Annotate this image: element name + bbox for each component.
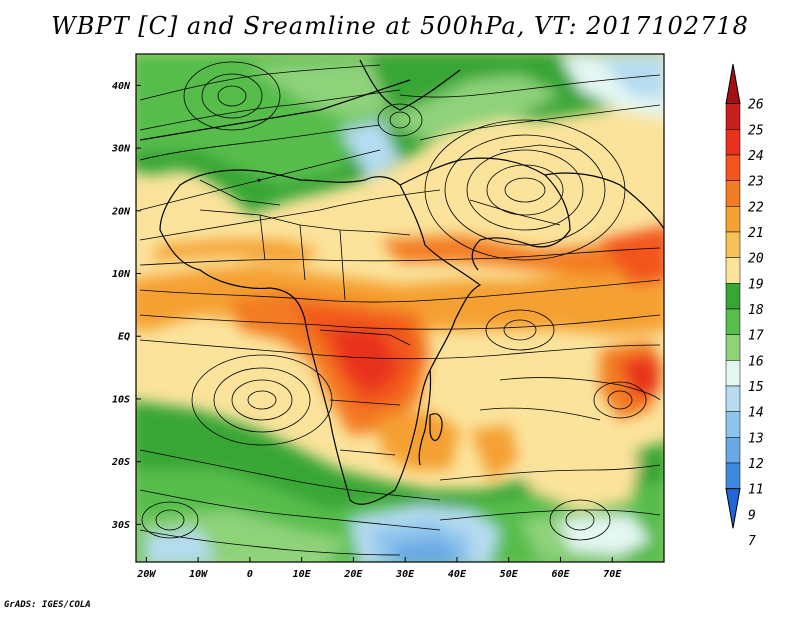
colorbar-label: 9 xyxy=(748,508,756,523)
borders xyxy=(199,144,581,456)
colorbar-label: 11 xyxy=(748,483,764,498)
colorbar-label: 15 xyxy=(748,380,764,395)
lon-tick-label: 60E xyxy=(551,569,570,580)
colorbar-label: 25 xyxy=(748,123,764,138)
colorbar-swatch xyxy=(725,385,741,412)
colorbar-label: 22 xyxy=(748,200,764,215)
colorbar-top-arrow xyxy=(725,63,741,105)
map-frame xyxy=(135,53,665,563)
colorbar-swatch xyxy=(725,462,741,489)
colorbar-label: 13 xyxy=(748,431,764,446)
colorbar-swatch xyxy=(725,360,741,387)
colorbar-label: 26 xyxy=(748,98,764,113)
coastlines xyxy=(139,59,664,505)
lat-tick-label: 30S xyxy=(111,520,130,531)
colorbar-label: 20 xyxy=(748,252,764,267)
lon-tick-label: 10E xyxy=(293,569,312,580)
lat-tick-label: EQ xyxy=(118,332,130,343)
footer-credit: GrADS: IGES/COLA xyxy=(4,600,91,610)
colorbar-label: 12 xyxy=(748,457,764,472)
lon-tick-label: 30E xyxy=(395,569,415,580)
colorbar-label: 16 xyxy=(748,354,764,369)
colorbar-swatch xyxy=(725,308,741,335)
colorbar-label: 21 xyxy=(748,226,764,241)
lat-tick-label: 20N xyxy=(111,206,131,217)
lon-tick-label: 20W xyxy=(136,569,156,580)
colorbar-swatch xyxy=(725,103,741,130)
lon-tick-label: 20E xyxy=(343,569,363,580)
lat-tick-label: 30N xyxy=(111,144,131,155)
lat-tick-label: 20S xyxy=(111,457,130,468)
colorbar-swatch xyxy=(725,437,741,464)
lon-tick-label: 0 xyxy=(247,569,253,580)
colorbar-label: 17 xyxy=(748,329,764,344)
lat-tick-label: 10S xyxy=(112,394,130,405)
lon-tick-label: 70E xyxy=(603,569,622,580)
colorbar-label: 14 xyxy=(748,406,764,421)
colorbar-swatch xyxy=(725,180,741,207)
axis-labels: 40N 30N 20N 10N EQ 10S 20S 30S 20W 10W 0 10E 20E 30E 4… xyxy=(111,81,622,580)
lon-tick-label: 50E xyxy=(500,569,519,580)
lon-tick-label: 40E xyxy=(448,569,467,580)
colorbar-swatch xyxy=(725,129,741,156)
colorbar-label: 7 xyxy=(748,534,756,549)
wbpt-shading xyxy=(136,54,664,562)
colorbar-swatch xyxy=(725,154,741,181)
lon-tick-label: 10W xyxy=(189,569,208,580)
colorbar-swatch xyxy=(725,283,741,310)
colorbar-swatch xyxy=(725,231,741,258)
colorbar-swatch xyxy=(725,411,741,438)
colorbar: 26 25 24 23 22 21 20 19 18 17 16 15 14 13 12 11 9 7 xyxy=(725,63,764,549)
plot-title: WBPT [C] and Sreamline at 500hPa, VT: 20… xyxy=(51,12,749,40)
lat-tick-label: 10N xyxy=(112,269,131,280)
colorbar-label: 23 xyxy=(748,175,764,190)
colorbar-swatch xyxy=(725,206,741,233)
colorbar-label: 18 xyxy=(748,303,764,318)
colorbar-label: 19 xyxy=(748,277,764,292)
colorbar-swatch xyxy=(725,334,741,361)
colorbar-bottom-arrow xyxy=(725,488,741,529)
colorbar-label: 24 xyxy=(748,149,764,164)
lat-tick-label: 40N xyxy=(112,81,131,92)
streamlines xyxy=(139,61,661,556)
colorbar-swatch xyxy=(725,257,741,284)
